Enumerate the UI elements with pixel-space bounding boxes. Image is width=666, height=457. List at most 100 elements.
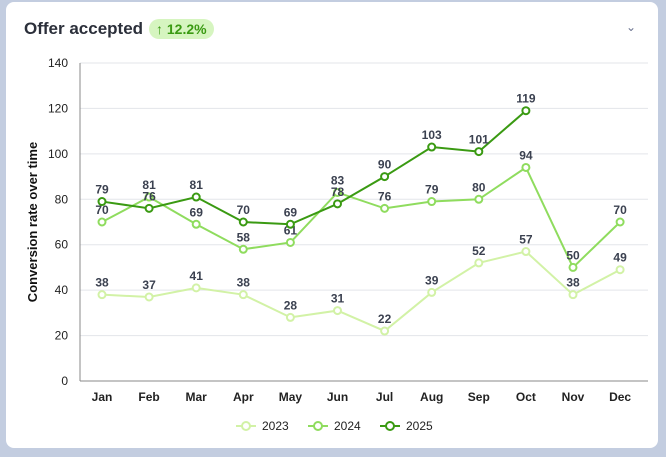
y-tick-label: 20: [55, 329, 69, 343]
data-label: 38: [566, 276, 580, 290]
data-label: 80: [472, 180, 486, 194]
data-point[interactable]: [474, 258, 484, 268]
data-point[interactable]: [191, 283, 201, 293]
data-point[interactable]: [238, 244, 248, 254]
data-label: 52: [472, 244, 486, 258]
data-point[interactable]: [615, 217, 625, 227]
data-label: 76: [142, 189, 156, 203]
data-point[interactable]: [333, 187, 342, 197]
data-point[interactable]: [474, 147, 484, 157]
data-label: 37: [142, 278, 156, 292]
x-tick-label: Aug: [420, 390, 443, 404]
data-label: 38: [95, 276, 109, 290]
data-point[interactable]: [144, 192, 154, 202]
data-label: 101: [469, 133, 489, 147]
change-badge: ↑ 12.2%: [149, 19, 214, 39]
data-label: 81: [190, 178, 204, 192]
y-tick-label: 80: [55, 192, 69, 206]
data-label: 79: [425, 183, 439, 197]
legend-marker: [313, 421, 323, 431]
data-label: 22: [378, 312, 392, 326]
data-point[interactable]: [333, 306, 342, 316]
y-axis-title: Conversion rate over time: [25, 142, 40, 302]
series-line-2024: [101, 166, 621, 270]
data-point[interactable]: [474, 194, 484, 204]
data-point[interactable]: [521, 247, 531, 257]
x-tick-label: Dec: [609, 390, 631, 404]
x-tick-label: May: [279, 390, 303, 404]
legend-marker: [385, 421, 395, 431]
data-point[interactable]: [191, 192, 201, 202]
data-point[interactable]: [285, 237, 295, 247]
x-tick-label: Oct: [516, 390, 536, 404]
data-point[interactable]: [380, 172, 390, 182]
data-label: 57: [519, 233, 533, 247]
y-tick-label: 60: [55, 238, 69, 252]
data-point[interactable]: [521, 106, 531, 116]
data-point[interactable]: [144, 203, 154, 213]
data-label: 70: [613, 203, 627, 217]
x-tick-label: Jun: [327, 390, 348, 404]
legend-label[interactable]: 2024: [334, 419, 361, 433]
data-label: 81: [142, 178, 156, 192]
data-point[interactable]: [568, 262, 578, 272]
data-point[interactable]: [238, 217, 248, 227]
data-label: 39: [425, 273, 439, 287]
y-tick-label: 40: [55, 283, 69, 297]
data-point[interactable]: [427, 142, 437, 152]
data-label: 31: [331, 292, 345, 306]
data-point[interactable]: [97, 290, 107, 300]
x-tick-label: Nov: [562, 390, 585, 404]
data-point[interactable]: [144, 292, 154, 302]
data-point[interactable]: [285, 219, 295, 229]
x-tick-label: Sep: [468, 390, 490, 404]
data-point[interactable]: [285, 312, 295, 322]
data-point[interactable]: [333, 199, 342, 209]
series-line-2023: [101, 250, 621, 333]
data-point[interactable]: [427, 287, 437, 297]
data-label: 78: [331, 185, 345, 199]
x-tick-label: Jul: [376, 390, 393, 404]
legend-label[interactable]: 2023: [262, 419, 289, 433]
x-tick-label: Apr: [233, 390, 254, 404]
data-point[interactable]: [238, 290, 248, 300]
chart-card: Offer accepted ↑ 12.2% ⌄: [6, 2, 658, 448]
y-tick-label: 120: [48, 101, 68, 115]
y-tick-label: 140: [48, 56, 68, 70]
legend-marker: [241, 421, 251, 431]
y-tick-label: 100: [48, 147, 68, 161]
data-label: 38: [237, 276, 251, 290]
data-point[interactable]: [427, 197, 437, 207]
data-point[interactable]: [97, 197, 107, 207]
data-point[interactable]: [380, 326, 390, 336]
data-label: 69: [190, 205, 204, 219]
data-label: 103: [422, 128, 442, 142]
legend-label[interactable]: 2025: [406, 419, 433, 433]
data-point[interactable]: [615, 265, 625, 275]
data-label: 69: [284, 205, 298, 219]
data-point[interactable]: [191, 219, 201, 229]
card-title: Offer accepted: [24, 19, 144, 38]
data-label: 28: [284, 298, 298, 312]
x-tick-label: Mar: [186, 390, 208, 404]
data-label: 94: [519, 148, 533, 162]
data-label: 119: [516, 92, 536, 106]
data-label: 50: [566, 248, 580, 262]
data-label: 58: [237, 230, 251, 244]
data-label: 83: [331, 173, 345, 187]
data-label: 49: [613, 251, 627, 265]
data-label: 90: [378, 158, 392, 172]
data-point[interactable]: [380, 203, 390, 213]
x-tick-label: Jan: [92, 390, 113, 404]
data-label: 41: [190, 269, 204, 283]
x-tick-label: Feb: [138, 390, 159, 404]
data-label: 76: [378, 189, 392, 203]
data-point[interactable]: [521, 162, 531, 172]
series-line-2025: [101, 109, 527, 226]
data-label: 70: [95, 203, 109, 217]
data-point[interactable]: [568, 290, 578, 300]
data-point[interactable]: [97, 217, 107, 227]
chevron-down-icon[interactable]: ⌄: [626, 20, 637, 34]
data-label: 70: [237, 203, 251, 217]
